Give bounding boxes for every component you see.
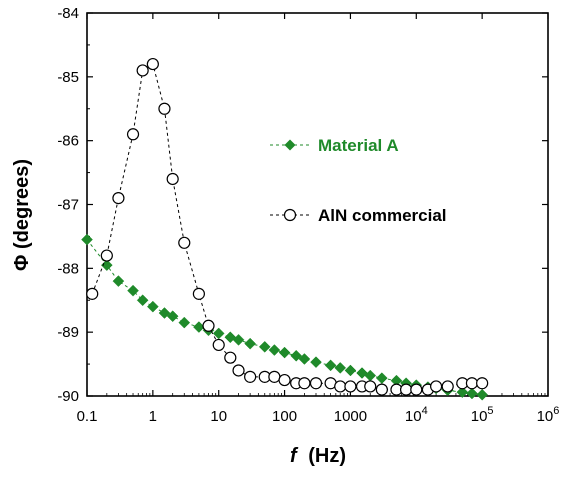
data-point-circle xyxy=(410,383,423,396)
data-point-diamond xyxy=(244,337,256,350)
data-point-diamond xyxy=(324,359,337,372)
x-tick-label: 10 xyxy=(210,408,227,425)
x-tick-label: 105 xyxy=(471,405,494,425)
x-axis-title: f (Hz) xyxy=(290,445,346,467)
series-line xyxy=(91,63,483,391)
x-tick-label: 106 xyxy=(537,405,560,425)
legend: Material A AlN commercial xyxy=(270,136,447,225)
data-point-diamond xyxy=(290,349,303,362)
x-tick-label: 104 xyxy=(405,405,428,425)
data-point-circle xyxy=(309,377,323,390)
data-point-diamond xyxy=(310,356,322,369)
series-material-a xyxy=(81,233,488,401)
legend-label: AlN commercial xyxy=(318,206,447,225)
data-point-diamond xyxy=(158,307,171,319)
data-point-circle xyxy=(100,249,113,262)
data-point-circle xyxy=(192,287,205,300)
data-point-circle xyxy=(268,370,281,383)
data-point-diamond xyxy=(375,372,388,384)
x-tick-label: 1 xyxy=(149,408,157,425)
data-point-circle xyxy=(364,380,377,393)
x-tick-label: 0.1 xyxy=(77,408,98,425)
data-point-circle xyxy=(136,64,149,77)
data-point-circle xyxy=(158,102,171,115)
legend-label: Material A xyxy=(318,136,399,155)
data-point-circle xyxy=(344,380,357,393)
y-tick-label: -88 xyxy=(57,260,79,277)
data-point-diamond xyxy=(136,294,149,307)
data-point-circle xyxy=(399,383,413,396)
data-point-circle xyxy=(375,383,388,396)
data-point-diamond xyxy=(81,233,93,246)
y-tick-label: -90 xyxy=(57,388,79,405)
data-point-circle xyxy=(146,57,159,71)
data-point-circle xyxy=(476,377,489,390)
data-point-diamond xyxy=(100,259,113,271)
data-point-circle xyxy=(334,380,347,393)
data-point-circle xyxy=(430,380,443,393)
data-point-circle xyxy=(166,172,179,186)
data-point-diamond xyxy=(466,387,478,400)
legend-marker-diamond xyxy=(284,139,296,151)
data-point-diamond xyxy=(334,362,347,374)
data-point-circle xyxy=(224,351,237,364)
data-point-circle xyxy=(112,192,125,205)
x-tick-label: 1000 xyxy=(334,408,367,425)
data-point-circle xyxy=(86,287,99,300)
data-point-circle xyxy=(441,380,454,393)
y-tick-label: -85 xyxy=(57,69,79,86)
data-point-diamond xyxy=(268,344,281,356)
data-point-circle xyxy=(244,370,257,383)
y-axis-title: Φ (degrees) xyxy=(11,159,33,271)
legend-item-aln-commercial: AlN commercial xyxy=(270,206,447,225)
y-tick-label: -87 xyxy=(57,197,79,214)
plot-frame xyxy=(86,12,549,397)
data-point-diamond xyxy=(258,340,271,353)
data-point-circle xyxy=(232,364,245,377)
legend-item-material-a: Material A xyxy=(270,136,399,155)
series-layer xyxy=(81,57,489,401)
data-point-diamond xyxy=(112,275,125,287)
data-point-diamond xyxy=(476,388,488,401)
data-point-diamond xyxy=(147,300,159,313)
legend-marker-circle xyxy=(283,208,297,222)
x-tick-label: 100 xyxy=(272,408,297,425)
y-tick-label: -89 xyxy=(57,324,79,341)
data-point-diamond xyxy=(232,333,245,346)
data-point-diamond xyxy=(298,353,311,365)
data-point-circle xyxy=(212,338,225,352)
data-point-circle xyxy=(126,128,140,141)
series-line xyxy=(86,239,483,396)
data-point-circle xyxy=(178,236,191,249)
data-point-diamond xyxy=(166,310,179,323)
data-point-diamond xyxy=(278,346,291,359)
y-tick-label: -84 xyxy=(57,5,79,22)
y-tick-label: -86 xyxy=(57,133,79,150)
series-aln-commercial xyxy=(86,57,489,396)
data-point-circle xyxy=(278,373,291,387)
plot-area-border xyxy=(86,12,549,397)
data-point-diamond xyxy=(344,364,357,377)
data-point-circle xyxy=(298,377,311,390)
y-axis: -84 -85 -86 -87 -88 -89 -90 xyxy=(57,5,548,405)
data-point-circle xyxy=(202,319,215,332)
data-point-circle xyxy=(465,377,479,390)
x-axis-title-symbol: f xyxy=(290,445,299,467)
x-axis: 0.1 1 10 100 1000 104 105 106 xyxy=(77,13,560,425)
data-point-diamond xyxy=(456,386,469,399)
data-point-diamond xyxy=(178,316,191,329)
x-axis-title-unit: (Hz) xyxy=(308,445,346,467)
data-point-diamond xyxy=(127,284,139,297)
